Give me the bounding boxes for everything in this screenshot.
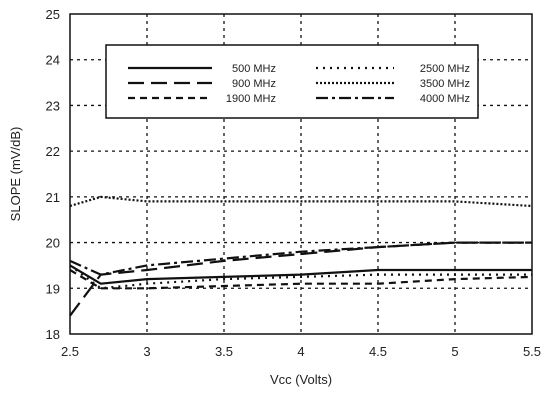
series-line-3500-mhz [69, 195, 533, 208]
series-line-500-mhz [69, 264, 532, 285]
x-tick-label: 3.5 [215, 344, 233, 359]
y-tick-label: 20 [46, 236, 60, 251]
y-tick-label: 21 [46, 190, 60, 205]
series-line-1900-mhz [69, 269, 533, 290]
y-tick-label: 18 [46, 327, 60, 342]
x-tick-label: 5.5 [523, 344, 541, 359]
x-axis-label: Vcc (Volts) [270, 372, 332, 387]
y-tick-label: 23 [46, 98, 60, 113]
legend-label: 4000 MHz [420, 93, 470, 105]
plot-frame [69, 13, 533, 335]
legend-label: 900 MHz [232, 78, 276, 90]
legend-box [105, 44, 479, 119]
x-tick-label: 5 [451, 344, 458, 359]
y-tick-label: 25 [46, 7, 60, 22]
x-tick-label: 4.5 [369, 344, 387, 359]
y-tick-label: 22 [46, 144, 60, 159]
legend-label: 500 MHz [232, 63, 276, 75]
y-axis-label: SLOPE (mV/dB) [8, 127, 23, 222]
x-tick-label: 2.5 [61, 344, 79, 359]
legend-label: 1900 MHz [226, 93, 276, 105]
series-line-4000-mhz [69, 241, 532, 276]
legend-label: 2500 MHz [420, 63, 470, 75]
x-tick-label: 4 [297, 344, 304, 359]
x-tick-label: 3 [143, 344, 150, 359]
legend: 500 MHz 900 MHz 1900 MHz 2500 MHz 3500 MHz 40… [105, 44, 479, 119]
tick-labels: 2.5 3 3.5 4 4.5 5 5.5 18 19 20 21 22 23 24 25 [46, 7, 541, 359]
series-lines [69, 195, 533, 317]
y-tick-label: 19 [46, 281, 60, 296]
legend-label: 3500 MHz [420, 78, 470, 90]
y-tick-label: 24 [46, 53, 60, 68]
